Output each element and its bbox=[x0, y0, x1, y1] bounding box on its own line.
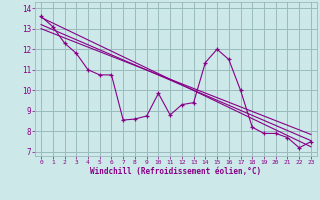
X-axis label: Windchill (Refroidissement éolien,°C): Windchill (Refroidissement éolien,°C) bbox=[91, 167, 261, 176]
